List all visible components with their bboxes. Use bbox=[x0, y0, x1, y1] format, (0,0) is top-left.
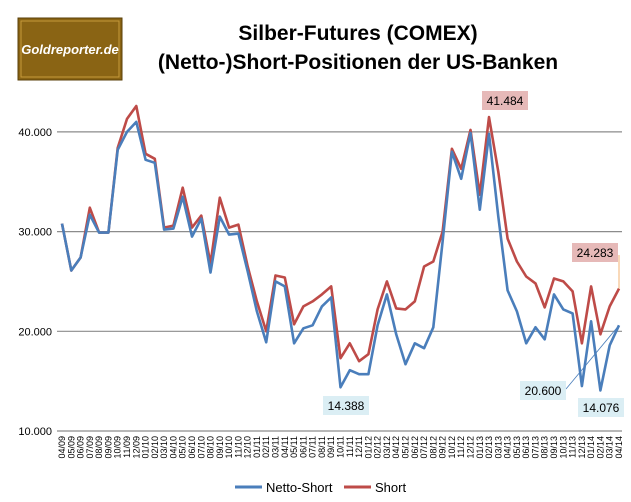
x-tick-label: 10/10 bbox=[224, 436, 234, 459]
x-tick-label: 07/09 bbox=[85, 436, 95, 459]
x-tick-label: 06/09 bbox=[76, 436, 86, 459]
data-label-box bbox=[323, 396, 369, 415]
data-label-box bbox=[572, 243, 618, 262]
y-tick-label: 30.000 bbox=[18, 227, 52, 239]
x-tick-label: 10/12 bbox=[447, 436, 457, 459]
data-label-box bbox=[520, 381, 566, 400]
series-line-netto-short bbox=[60, 120, 621, 392]
x-tick-label: 08/10 bbox=[206, 436, 216, 459]
x-tick-label: 10/09 bbox=[113, 436, 123, 459]
x-tick-label: 05/11 bbox=[289, 436, 299, 458]
x-tick-label: 07/10 bbox=[196, 436, 206, 459]
x-tick-label: 05/10 bbox=[178, 436, 188, 459]
x-tick-label: 01/11 bbox=[252, 436, 262, 458]
x-tick-label: 08/09 bbox=[94, 436, 104, 459]
x-tick-label: 02/11 bbox=[261, 436, 271, 458]
x-tick-label: 01/12 bbox=[363, 436, 373, 459]
x-tick-label: 08/12 bbox=[428, 436, 438, 459]
x-tick-label: 04/12 bbox=[391, 436, 401, 459]
x-tick-label: 01/13 bbox=[475, 436, 485, 459]
data-label: 14.076 bbox=[583, 401, 620, 415]
x-tick-label: 12/13 bbox=[577, 436, 587, 459]
data-label-box bbox=[578, 398, 624, 417]
legend-label-short: Short bbox=[375, 480, 406, 495]
x-tick-label: 12/12 bbox=[465, 436, 475, 459]
x-tick-label: 01/10 bbox=[141, 436, 151, 459]
chart-subtitle: (Netto-)Short-Positionen der US-Banken bbox=[158, 51, 558, 74]
x-tick-label: 07/13 bbox=[530, 436, 540, 459]
y-tick-label: 10.000 bbox=[18, 426, 52, 438]
chart-title: Silber-Futures (COMEX) bbox=[238, 22, 477, 45]
x-tick-label: 02/10 bbox=[150, 436, 160, 459]
x-tick-label: 07/11 bbox=[308, 436, 318, 458]
x-tick-label: 06/10 bbox=[187, 436, 197, 459]
x-tick-label: 11/11 bbox=[345, 436, 355, 457]
x-tick-label: 06/13 bbox=[521, 436, 531, 459]
data-label: 24.283 bbox=[577, 246, 614, 260]
x-tick-label: 03/14 bbox=[605, 436, 615, 459]
x-tick-label: 03/13 bbox=[493, 436, 503, 459]
data-label: 41.484 bbox=[487, 94, 524, 108]
x-tick-label: 06/11 bbox=[298, 436, 308, 458]
x-tick-label: 05/09 bbox=[66, 436, 76, 459]
x-tick-label: 12/11 bbox=[354, 436, 364, 458]
legend: Netto-Short Short bbox=[235, 480, 406, 495]
x-tick-label: 03/11 bbox=[271, 436, 281, 458]
y-tick-label: 20.000 bbox=[18, 326, 52, 338]
x-tick-label: 05/12 bbox=[400, 436, 410, 459]
x-tick-label: 11/12 bbox=[456, 436, 466, 458]
y-tick-label: 40.000 bbox=[18, 127, 52, 139]
x-tick-label: 07/12 bbox=[419, 436, 429, 459]
x-tick-label: 09/10 bbox=[215, 436, 225, 459]
x-tick-label: 11/10 bbox=[233, 436, 243, 458]
x-tick-label: 03/10 bbox=[159, 436, 169, 459]
x-tick-label: 12/10 bbox=[243, 436, 253, 459]
x-tick-label: 11/13 bbox=[568, 436, 578, 458]
x-tick-label: 10/13 bbox=[558, 436, 568, 459]
x-tick-label: 04/14 bbox=[614, 436, 624, 459]
x-tick-label: 01/14 bbox=[586, 436, 596, 459]
x-tick-label: 03/12 bbox=[382, 436, 392, 459]
x-tick-label: 09/09 bbox=[103, 436, 113, 459]
x-tick-label: 05/13 bbox=[512, 436, 522, 459]
x-tick-label: 08/11 bbox=[317, 436, 327, 458]
data-label-box bbox=[482, 91, 528, 110]
x-tick-label: 04/09 bbox=[57, 436, 67, 459]
data-label: 20.600 bbox=[525, 384, 562, 398]
x-tick-label: 12/09 bbox=[131, 436, 141, 459]
svg-text:Goldreporter.de: Goldreporter.de bbox=[21, 42, 119, 57]
x-tick-label: 02/14 bbox=[595, 436, 605, 459]
logo: Goldreporter.de bbox=[17, 17, 123, 81]
x-tick-label: 08/13 bbox=[540, 436, 550, 459]
x-tick-label: 11/09 bbox=[122, 436, 132, 458]
x-tick-label: 10/11 bbox=[336, 436, 346, 458]
series-line-short bbox=[60, 104, 621, 363]
x-tick-label: 04/11 bbox=[280, 436, 290, 458]
x-tick-label: 06/12 bbox=[410, 436, 420, 459]
legend-label-netto-short: Netto-Short bbox=[266, 480, 333, 495]
data-label: 14.388 bbox=[328, 399, 365, 413]
leader-line bbox=[565, 325, 620, 390]
x-tick-label: 04/10 bbox=[168, 436, 178, 459]
x-tick-label: 04/13 bbox=[503, 436, 513, 459]
x-tick-label: 02/13 bbox=[484, 436, 494, 459]
x-tick-label: 09/13 bbox=[549, 436, 559, 459]
x-tick-label: 09/12 bbox=[438, 436, 448, 459]
x-tick-label: 02/12 bbox=[373, 436, 383, 459]
x-tick-label: 09/11 bbox=[326, 436, 336, 458]
